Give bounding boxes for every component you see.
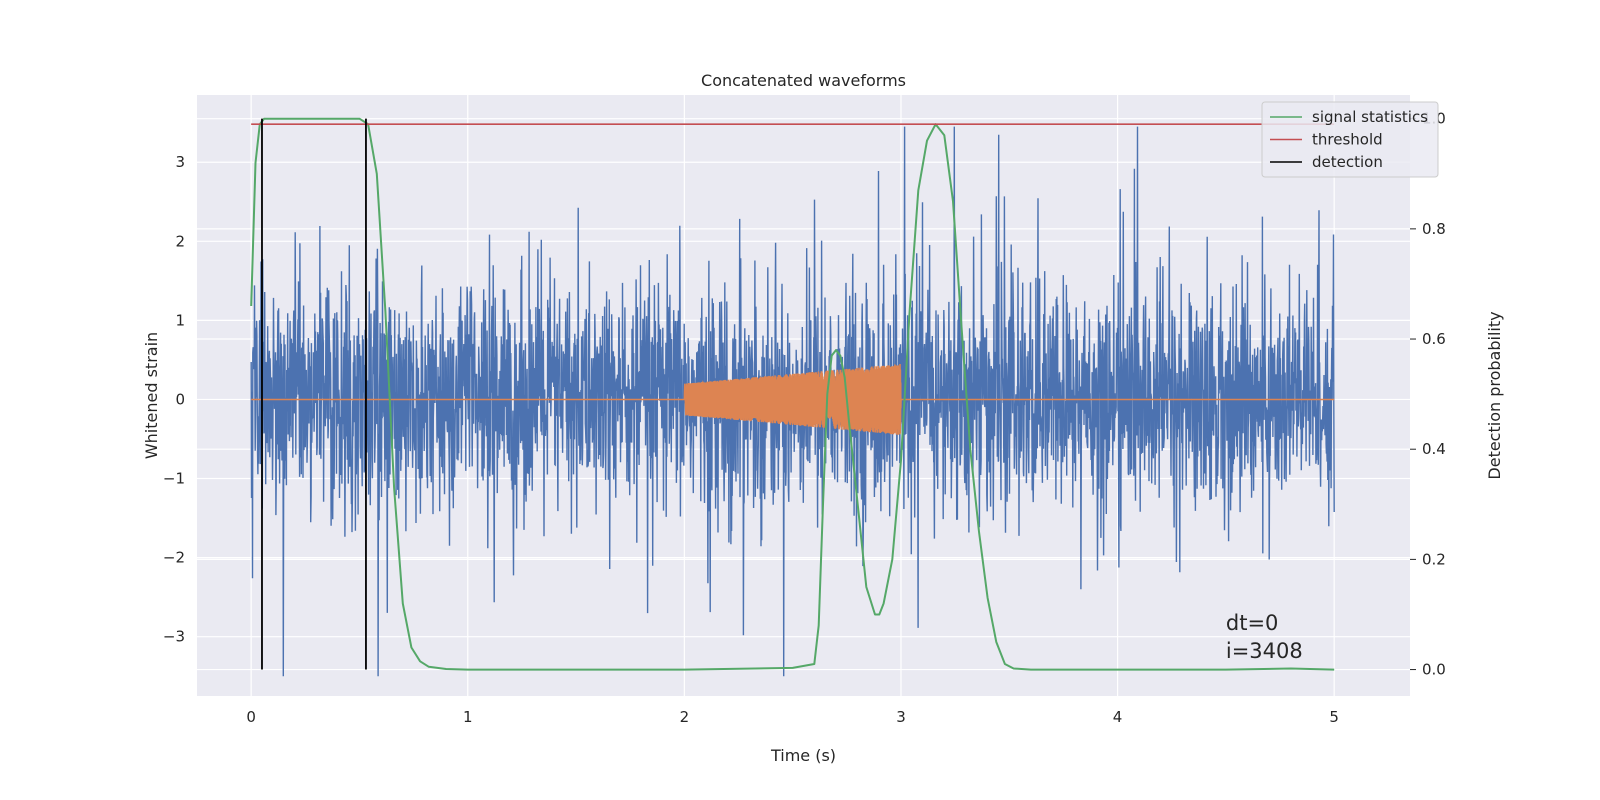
y2-tick-label: 0.2 xyxy=(1422,550,1446,568)
legend-label-signal-statistics: signal statistics xyxy=(1312,108,1428,126)
y-tick-label: −1 xyxy=(163,470,185,488)
y2-tick-label: 0.8 xyxy=(1422,220,1446,238)
legend-box xyxy=(1261,101,1439,178)
x-axis-label: Time (s) xyxy=(770,746,836,765)
y2-axis-label: Detection probability xyxy=(1485,311,1504,479)
annotation-index: i=3408 xyxy=(1226,639,1303,663)
annotation-dt: dt=0 xyxy=(1226,611,1279,635)
y-tick-label: 3 xyxy=(175,153,185,171)
y-axis-label: Whitened strain xyxy=(142,332,161,459)
x-tick-label: 3 xyxy=(896,708,906,726)
y-tick-label: −3 xyxy=(163,628,185,646)
y-tick-label: 2 xyxy=(175,232,185,250)
series-layer xyxy=(250,117,1335,677)
y2-tick-label: 0.4 xyxy=(1422,440,1446,458)
chart-title: Concatenated waveforms xyxy=(701,71,906,90)
y2-tick-label: 0.0 xyxy=(1422,661,1446,679)
y-tick-label: −2 xyxy=(163,549,185,567)
injected-waveform-line xyxy=(251,363,1335,435)
legend: signal statistics threshold detection xyxy=(1261,101,1439,178)
legend-label-detection: detection xyxy=(1312,153,1383,171)
x-tick-label: 0 xyxy=(246,708,256,726)
x-tick-label: 2 xyxy=(680,708,690,726)
y2-tick-label: 0.6 xyxy=(1422,330,1446,348)
x-tick-label: 5 xyxy=(1329,708,1339,726)
y-tick-label: 1 xyxy=(175,311,185,329)
x-tick-label: 4 xyxy=(1113,708,1123,726)
legend-label-threshold: threshold xyxy=(1312,131,1383,149)
y-tick-label: 0 xyxy=(175,390,185,408)
x-tick-label: 1 xyxy=(463,708,473,726)
signal-statistics-line xyxy=(250,117,1335,671)
